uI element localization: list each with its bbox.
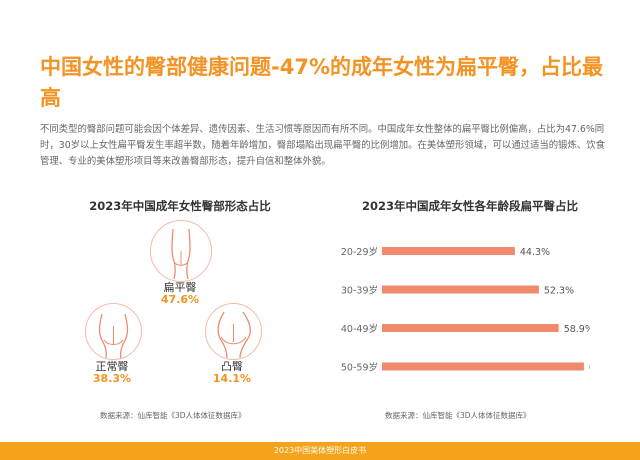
age-category-label: 30-39岁: [341, 285, 378, 297]
age-category-label: 20-29岁: [341, 246, 378, 258]
round-hip-icon: [205, 303, 262, 360]
age-chart-title: 2023年中国成年女性各年龄段扁平臀占比: [361, 199, 578, 213]
age-bar-chart: 20-29岁 44.3% 30-39岁 52.3% 40-49岁 58.9% 50-59岁 6…: [341, 246, 590, 374]
age-bar-value-label: 52.3%: [544, 286, 574, 297]
shape-value-normal: 38.3%: [92, 372, 132, 385]
age-bar: [382, 247, 515, 255]
age-category-label: 50-59岁: [341, 362, 378, 374]
body-paragraph: 不同类型的臀部问题可能会因个体差异、遗传因素、生活习惯等原因而有所不同。中国成年…: [40, 124, 606, 167]
shape-chart-title: 2023年中国成年女性臀部形态占比: [89, 199, 271, 213]
shape-label-round: 凸臀: [221, 360, 243, 373]
shape-value-flat: 47.6%: [160, 293, 200, 306]
shape-label-flat: 扁平臀: [163, 281, 197, 294]
flat-hip-icon: [150, 220, 212, 282]
shape-label-normal: 正常臀: [95, 360, 129, 373]
age-bar-value-label: 67.3%: [589, 363, 590, 374]
age-bar: [382, 362, 584, 371]
page-headline: 中国女性的臀部健康问题-47%的成年女性为扁平臀，占比最高: [40, 55, 603, 110]
source-note-right: 数据来源：仙库智能《3D人体体征数据库》: [385, 411, 531, 420]
footer-bar: 2023中国美体塑形白皮书: [0, 442, 640, 460]
age-category-label: 40-49岁: [341, 323, 378, 335]
age-bar: [382, 285, 539, 294]
age-bar-value-label: 44.3%: [520, 247, 550, 258]
shape-value-round: 14.1%: [212, 372, 252, 385]
source-note-left: 数据来源：仙库智能《3D人体体征数据库》: [100, 411, 246, 420]
age-bar-value-label: 58.9%: [564, 324, 590, 335]
age-bar: [382, 324, 559, 332]
normal-hip-icon: [85, 303, 142, 360]
